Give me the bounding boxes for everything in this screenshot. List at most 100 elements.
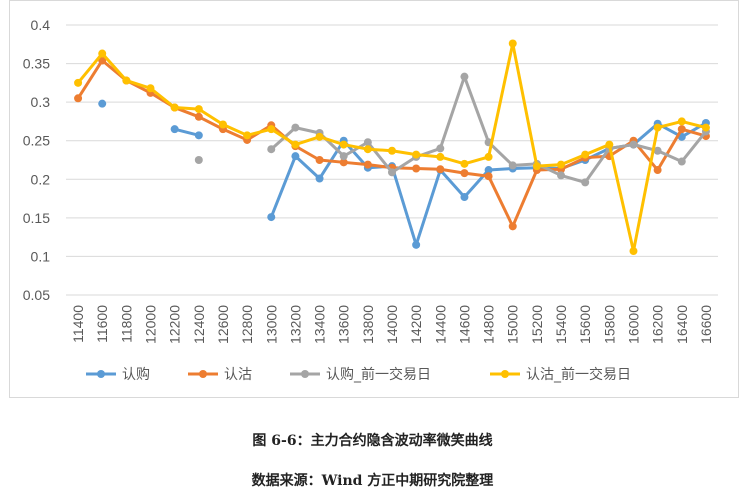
series-line-segment — [293, 126, 322, 135]
data-point — [412, 150, 421, 159]
x-tick-label: 13200 — [287, 305, 303, 344]
series-line-segment — [559, 153, 587, 167]
x-tick-label: 13400 — [312, 305, 328, 344]
y-tick-label: 0.4 — [31, 17, 51, 33]
series-line-segment — [414, 168, 442, 247]
data-point — [74, 94, 83, 103]
series-line-segment — [631, 126, 660, 253]
x-tick-label: 15200 — [529, 305, 545, 344]
series-line-segment — [607, 139, 635, 158]
x-tick-label: 15800 — [601, 305, 617, 344]
data-point — [460, 159, 469, 168]
data-point — [243, 131, 252, 140]
data-point — [339, 152, 348, 161]
series-line-segment — [631, 122, 660, 147]
series-line-segment — [390, 164, 418, 247]
series-line-segment — [342, 143, 370, 151]
series-line-segment — [366, 147, 394, 153]
series-line-segment — [487, 174, 515, 228]
x-tick-label: 12000 — [143, 305, 159, 344]
series-line-segment — [535, 163, 563, 168]
data-point — [146, 84, 155, 93]
series-1 — [98, 99, 710, 249]
data-point — [484, 166, 493, 175]
data-point — [315, 156, 324, 164]
x-tick-label: 11800 — [118, 305, 134, 343]
data-point — [194, 131, 203, 140]
x-axis: 11400 11600 11800 12000 12200 12400 12600 12800… — [70, 305, 714, 344]
x-tick-label: 13600 — [336, 305, 352, 344]
series-line-segment — [269, 154, 297, 219]
series-line-segment — [269, 127, 297, 147]
series-line-segment — [245, 127, 273, 137]
data-point — [557, 171, 566, 180]
series-line-segment — [438, 155, 466, 166]
data-point — [194, 112, 203, 121]
data-point — [363, 160, 372, 169]
data-point — [436, 165, 445, 174]
series-line-segment — [318, 135, 346, 147]
data-point — [701, 123, 710, 132]
legend-label: 认购 — [122, 367, 150, 383]
legend: 认购 认沽 认购_前一交易日 认沽_前一交易日 — [86, 366, 631, 383]
series-line-segment — [149, 86, 177, 110]
y-tick-label: 0.15 — [23, 210, 50, 226]
x-tick-label: 11600 — [94, 305, 110, 343]
x-tick-label: 14200 — [408, 305, 424, 344]
x-tick-label: 16600 — [698, 305, 714, 344]
series-line-segment — [511, 166, 539, 170]
data-point — [412, 164, 421, 173]
series-line-segment — [607, 143, 635, 253]
data-point — [653, 123, 662, 132]
series-line-segment — [342, 160, 370, 167]
series-line-segment — [366, 140, 394, 174]
x-tick-label: 15000 — [505, 305, 521, 344]
series-line-segment — [607, 143, 635, 150]
series-line-segment — [293, 135, 322, 147]
data-point — [629, 247, 638, 256]
x-tick-label: 11400 — [70, 305, 86, 343]
series-line-segment — [390, 149, 418, 157]
data-point — [460, 169, 469, 178]
y-axis: 0.4 0.35 0.3 0.25 0.2 0.15 0.1 0.05 — [23, 17, 50, 303]
series-line-segment — [221, 123, 249, 137]
y-tick-label: 0.3 — [31, 94, 51, 110]
data-point — [557, 160, 566, 169]
x-tick-label: 15600 — [577, 305, 593, 344]
series-line-segment — [390, 155, 418, 174]
data-point — [581, 178, 590, 187]
series-line-segment — [487, 42, 515, 159]
legend-swatch-marker — [199, 370, 207, 378]
y-tick-label: 0.1 — [31, 248, 51, 264]
series-line-segment — [656, 119, 684, 130]
series-line-segment — [583, 143, 611, 157]
chart-frame — [9, 0, 739, 398]
data-point — [98, 49, 107, 58]
source-note: 数据来源：Wind 方正中期研究院整理 — [251, 473, 494, 489]
series-line-segment — [583, 146, 611, 184]
series-line-segment — [390, 166, 418, 170]
x-tick-label: 14600 — [456, 305, 472, 344]
series-line-segment — [656, 127, 684, 172]
data-point — [218, 120, 227, 129]
data-point — [363, 145, 372, 154]
data-point — [653, 166, 662, 175]
series-line-segment — [100, 52, 128, 83]
data-point — [629, 140, 638, 149]
series-4 — [74, 39, 710, 256]
series-line-segment — [342, 140, 370, 158]
data-point — [460, 72, 469, 81]
legend-label: 认沽_前一交易日 — [526, 366, 631, 383]
data-point — [74, 78, 83, 87]
series-2 — [74, 56, 710, 231]
y-tick-label: 0.35 — [23, 56, 50, 72]
data-point — [581, 150, 590, 159]
data-point — [436, 152, 445, 161]
x-tick-label: 12200 — [167, 305, 183, 344]
data-point — [484, 172, 493, 181]
series-line-segment — [680, 129, 708, 164]
data-point — [122, 76, 131, 85]
data-point — [508, 161, 517, 170]
series-line-segment — [438, 168, 466, 199]
series-line-segment — [76, 58, 104, 100]
